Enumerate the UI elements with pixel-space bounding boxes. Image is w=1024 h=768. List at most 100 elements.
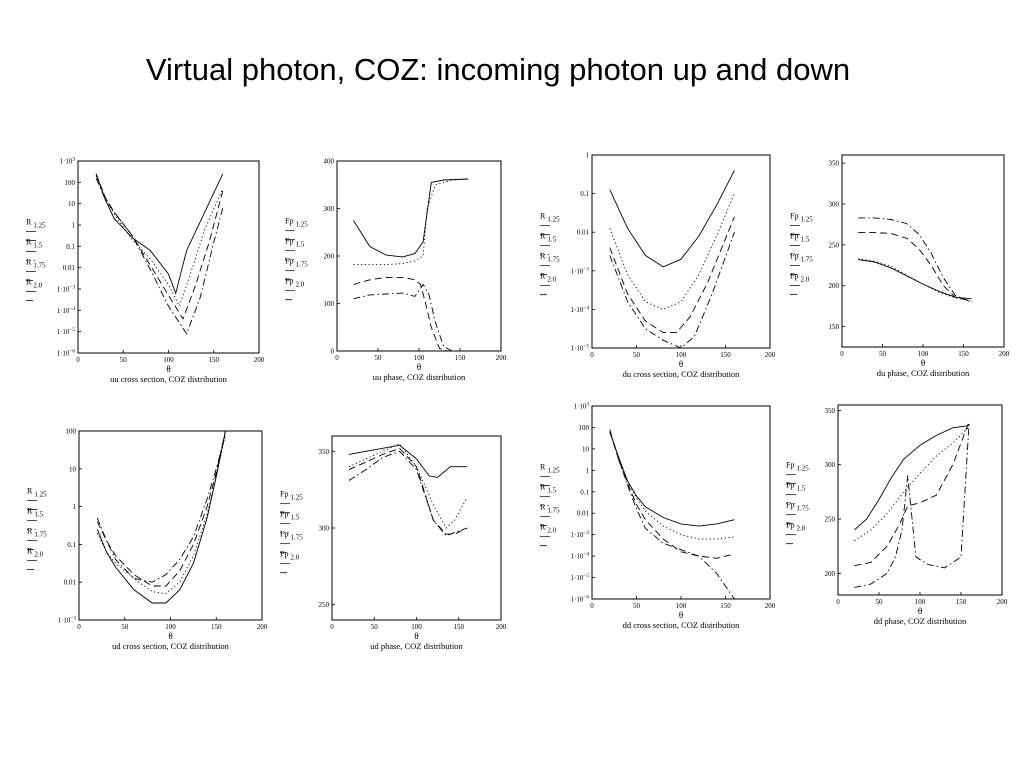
- x-tick-label: 150: [720, 351, 731, 359]
- series-line-dashdot: [609, 429, 735, 600]
- y-tick-label: 1: [72, 222, 76, 230]
- y-tick-label: 300: [825, 461, 836, 469]
- chart-caption: uu phase, COZ distribution: [373, 372, 466, 382]
- legend-label: R 2.0: [540, 523, 557, 535]
- x-tick-label: 100: [676, 602, 687, 610]
- y-tick-label: 100: [324, 300, 335, 308]
- x-axis-label: θ: [414, 631, 418, 641]
- x-tick-label: 50: [375, 354, 383, 362]
- legend-label: Fp 1.5: [786, 481, 806, 493]
- y-tick-label: 1·103: [574, 402, 590, 411]
- plot-frame: [591, 154, 771, 349]
- x-tick-label: 50: [121, 623, 129, 631]
- x-tick-label: 50: [633, 602, 641, 610]
- legend-label: R 1.25: [540, 463, 560, 475]
- y-tick-label: 10: [582, 445, 590, 453]
- y-tick-label: 0.01: [64, 579, 77, 587]
- legend-label: Fp 1.75: [280, 530, 303, 542]
- y-tick-label: 100: [579, 424, 590, 432]
- y-tick-label: 0.01: [63, 264, 76, 272]
- x-tick-label: 150: [958, 350, 969, 358]
- legend-label: Fp 2.0: [280, 550, 300, 562]
- y-tick-label: 1: [73, 503, 77, 511]
- series-line-solid: [96, 430, 226, 604]
- series-line-dashed: [96, 430, 226, 587]
- x-tick-label: 200: [496, 354, 507, 362]
- y-tick-label: 1·10−3: [57, 285, 76, 294]
- x-tick-label: 150: [720, 602, 731, 610]
- x-tick-label: 50: [120, 356, 128, 364]
- chart-7: 0 50 100 150 200 1·103 100 10 1 0.1 0.01 1·10−3 1·10…: [540, 402, 776, 630]
- legend-label: Fp 1.5: [285, 237, 305, 249]
- series-line-dotted: [854, 426, 970, 542]
- x-tick-label: 100: [676, 351, 687, 359]
- plot-frame: [837, 404, 1003, 596]
- x-axis-label: θ: [166, 364, 170, 374]
- y-tick-label: 200: [829, 282, 840, 290]
- series-line-solid: [854, 425, 970, 531]
- y-tick-label: 1·10−6: [571, 595, 590, 604]
- y-tick-label: 250: [829, 241, 840, 249]
- x-tick-label: 50: [876, 598, 884, 606]
- legend-label: R 1.5: [26, 237, 43, 249]
- y-tick-label: 250: [319, 601, 330, 609]
- legend-label: Fp 1.25: [280, 490, 303, 502]
- x-tick-label: 150: [455, 354, 466, 362]
- chart-6: 0 50 100 150 200 250 300 350 θud phase, COZ dist…: [280, 435, 507, 651]
- series-line-dashed: [353, 276, 448, 352]
- y-tick-label: 300: [829, 201, 840, 209]
- y-tick-label: 1·10−5: [571, 573, 590, 582]
- x-tick-label: 100: [163, 356, 174, 364]
- x-tick-label: 100: [165, 623, 176, 631]
- y-tick-label: 10: [68, 200, 76, 208]
- legend-label: Fp 1.75: [786, 501, 809, 513]
- legend-label: Fp 1.5: [280, 510, 300, 522]
- y-tick-label: 1·10−4: [571, 305, 590, 314]
- y-tick-label: 1: [586, 152, 590, 160]
- y-tick-label: 1: [586, 467, 590, 475]
- legend-label: Fp 1.5: [790, 231, 810, 243]
- legend-label: R 2.0: [26, 277, 43, 289]
- y-tick-label: 1·10−3: [571, 530, 590, 539]
- y-tick-label: 0: [331, 348, 335, 356]
- x-tick-label: 200: [496, 623, 507, 631]
- x-tick-label: 200: [765, 351, 776, 359]
- series-line-dotted: [353, 178, 469, 266]
- legend-label: R 1.75: [27, 526, 47, 538]
- legend-label: Fp 2.0: [790, 271, 810, 283]
- chart-2: 0 50 100 150 200 0 100 200 300 400 θuu phase, COZ …: [285, 158, 507, 382]
- x-tick-label: 100: [915, 598, 926, 606]
- plot-frame: [331, 435, 502, 621]
- y-tick-label: 10: [69, 465, 77, 473]
- legend-label: R 1.25: [27, 486, 47, 498]
- y-tick-label: 1·103: [60, 157, 76, 166]
- y-tick-label: 200: [825, 570, 836, 578]
- legend-label: Fp 1.25: [790, 211, 813, 223]
- x-tick-label: 0: [840, 350, 844, 358]
- y-tick-label: 1·10−6: [57, 349, 76, 358]
- x-tick-label: 150: [454, 623, 465, 631]
- series-line-dotted: [348, 443, 468, 529]
- plot-frame: [77, 160, 260, 354]
- chart-5: 0 50 100 150 200 100 10 1 0.1 0.01 1·10−3 θud cross…: [27, 428, 268, 651]
- plot-frame: [841, 154, 1005, 348]
- y-tick-label: 350: [829, 160, 840, 168]
- chart-caption: uu cross section, COZ distribution: [110, 374, 228, 384]
- legend-label: R 1.25: [26, 217, 46, 229]
- y-tick-label: 100: [65, 179, 76, 187]
- x-axis-label: θ: [679, 610, 683, 620]
- page-title: Virtual photon, COZ: incoming photon up …: [145, 52, 851, 87]
- series-line-dotted: [609, 431, 735, 540]
- x-tick-label: 200: [765, 602, 776, 610]
- legend-label: R 1.25: [540, 212, 560, 224]
- chart-caption: dd cross section, COZ distribution: [623, 620, 741, 630]
- x-axis-label: θ: [168, 631, 172, 641]
- x-tick-label: 150: [209, 356, 220, 364]
- series-line-dashdot: [96, 434, 226, 583]
- x-tick-label: 0: [335, 354, 339, 362]
- y-tick-label: 250: [825, 516, 836, 524]
- series-line-dotted: [95, 175, 224, 308]
- x-tick-label: 100: [918, 350, 929, 358]
- legend-label: Fp 2.0: [285, 277, 305, 289]
